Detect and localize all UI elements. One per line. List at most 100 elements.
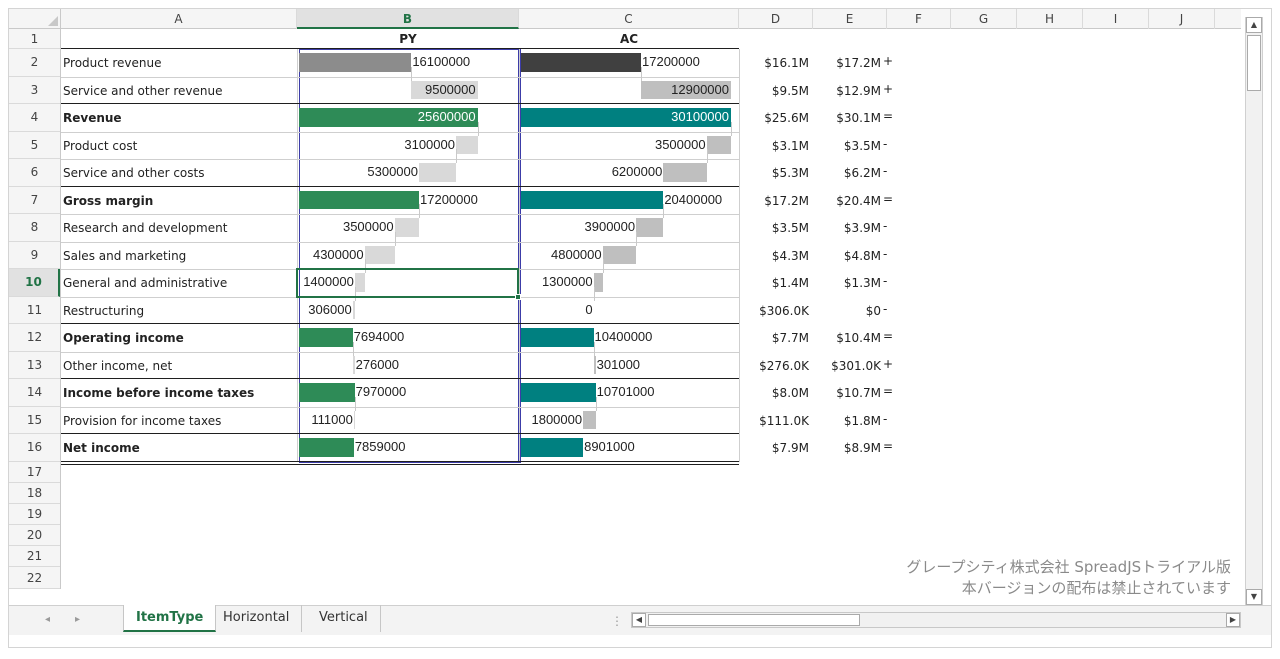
py-value-row-8[interactable]: 3500000 [342, 219, 394, 234]
py-formatted-row-5[interactable]: $3.1M [771, 138, 809, 153]
sheet-tab-itemtype[interactable]: ItemType [123, 605, 217, 632]
row-header-10[interactable]: 10 [9, 269, 60, 297]
row-header-21[interactable]: 21 [9, 546, 60, 568]
row-header-1[interactable]: 1 [9, 29, 60, 49]
ac-value-row-15[interactable]: 1800000 [531, 411, 583, 427]
tab-prev-icon[interactable]: ◂ [45, 614, 51, 625]
py-value-row-6[interactable]: 5300000 [367, 164, 418, 179]
ac-value-row-10[interactable]: 1300000 [541, 274, 593, 289]
column-header-g[interactable]: G [951, 9, 1017, 29]
row-header-18[interactable]: 18 [9, 483, 60, 504]
ac-formatted-row-16[interactable]: $8.9M [843, 441, 881, 455]
ac-formatted-row-9[interactable]: $4.8M [843, 248, 881, 263]
py-formatted-row-12[interactable]: $7.7M [771, 331, 809, 345]
ac-value-row-14[interactable]: 10701000 [596, 384, 655, 399]
ac-value-row-13[interactable]: 301000 [596, 356, 641, 372]
py-formatted-row-11[interactable]: $306.0K [759, 303, 809, 318]
py-value-row-7[interactable]: 17200000 [420, 191, 478, 207]
row-label-9[interactable]: Sales and marketing [63, 248, 187, 263]
row-header-16[interactable]: 16 [9, 434, 60, 462]
row-label-6[interactable]: Service and other costs [63, 166, 205, 180]
py-formatted-row-16[interactable]: $7.9M [771, 441, 809, 455]
row-label-4[interactable]: Revenue [63, 111, 122, 125]
py-formatted-row-14[interactable]: $8.0M [771, 386, 809, 400]
py-value-row-11[interactable]: 306000 [308, 301, 352, 317]
tab-next-icon[interactable]: ▸ [75, 614, 81, 625]
ac-formatted-row-7[interactable]: $20.4M [836, 193, 881, 208]
row-header-2[interactable]: 2 [9, 49, 60, 77]
py-value-row-15[interactable]: 111000 [311, 411, 353, 427]
horizontal-scroll-thumb[interactable] [648, 614, 860, 626]
py-value-row-13[interactable]: 276000 [355, 356, 399, 372]
ac-formatted-row-6[interactable]: $6.2M [843, 166, 881, 180]
vertical-scroll-thumb[interactable] [1247, 35, 1261, 91]
column-header-h[interactable]: H [1017, 9, 1083, 29]
sheet-tab-horizontal[interactable]: Horizontal [211, 605, 303, 632]
py-formatted-row-6[interactable]: $5.3M [771, 166, 809, 180]
ac-formatted-row-13[interactable]: $301.0K [831, 358, 881, 373]
ac-formatted-row-11[interactable]: $0 [865, 303, 881, 318]
select-all-corner[interactable] [9, 9, 61, 29]
row-header-14[interactable]: 14 [9, 379, 60, 407]
row-header-20[interactable]: 20 [9, 525, 60, 547]
row-header-22[interactable]: 22 [9, 568, 60, 589]
py-formatted-row-7[interactable]: $17.2M [764, 193, 809, 208]
row-header-7[interactable]: 7 [9, 187, 60, 214]
py-value-row-16[interactable]: 7859000 [354, 439, 406, 454]
row-label-2[interactable]: Product revenue [63, 56, 162, 70]
row-label-13[interactable]: Other income, net [63, 358, 173, 373]
column-header-e[interactable]: E [813, 9, 887, 29]
ac-value-row-2[interactable]: 17200000 [642, 54, 700, 69]
ac-value-row-7[interactable]: 20400000 [664, 191, 723, 207]
row-label-14[interactable]: Income before income taxes [63, 386, 255, 400]
ac-formatted-row-2[interactable]: $17.2M [836, 56, 881, 70]
row-label-11[interactable]: Restructuring [63, 303, 145, 318]
ac-value-row-3[interactable]: 12900000 [671, 81, 729, 97]
column-header-d[interactable]: D [739, 9, 813, 29]
column-header-f[interactable]: F [887, 9, 951, 29]
row-label-16[interactable]: Net income [63, 441, 140, 455]
ac-value-row-9[interactable]: 4800000 [551, 246, 602, 262]
column-header-c[interactable]: C [519, 9, 739, 29]
py-formatted-row-9[interactable]: $4.3M [771, 248, 809, 263]
ac-value-row-16[interactable]: 8901000 [584, 439, 635, 454]
scroll-right-icon[interactable]: ▶ [1226, 613, 1240, 627]
header-ac-label[interactable]: AC [619, 32, 639, 46]
py-value-row-5[interactable]: 3100000 [404, 136, 455, 152]
column-header-a[interactable]: A [61, 9, 297, 29]
ac-formatted-row-14[interactable]: $10.7M [836, 386, 881, 400]
ac-formatted-row-5[interactable]: $3.5M [843, 138, 881, 153]
ac-value-row-6[interactable]: 6200000 [611, 164, 663, 179]
column-header-j[interactable]: J [1149, 9, 1215, 29]
py-value-row-3[interactable]: 9500000 [424, 81, 476, 97]
py-formatted-row-4[interactable]: $25.6M [764, 111, 809, 125]
py-formatted-row-10[interactable]: $1.4M [771, 276, 809, 290]
scroll-up-icon[interactable]: ▲ [1246, 17, 1262, 33]
py-formatted-row-3[interactable]: $9.5M [771, 83, 809, 98]
row-header-8[interactable]: 8 [9, 214, 60, 242]
row-header-12[interactable]: 12 [9, 324, 60, 352]
ac-formatted-row-10[interactable]: $1.3M [843, 276, 881, 290]
ac-formatted-row-3[interactable]: $12.9M [836, 83, 881, 98]
tab-splitter-icon[interactable]: ⋮ [611, 614, 623, 628]
row-label-15[interactable]: Provision for income taxes [63, 413, 222, 428]
py-value-row-14[interactable]: 7970000 [355, 384, 407, 399]
py-formatted-row-15[interactable]: $111.0K [759, 413, 809, 428]
column-header-i[interactable]: I [1083, 9, 1149, 29]
horizontal-scrollbar[interactable]: ◀ ▶ [631, 612, 1241, 628]
row-label-8[interactable]: Research and development [63, 221, 228, 235]
row-header-5[interactable]: 5 [9, 132, 60, 159]
row-header-13[interactable]: 13 [9, 352, 60, 379]
ac-value-row-8[interactable]: 3900000 [584, 219, 636, 234]
py-value-row-12[interactable]: 7694000 [353, 329, 405, 344]
row-label-5[interactable]: Product cost [63, 138, 138, 153]
scroll-left-icon[interactable]: ◀ [632, 613, 646, 627]
row-header-6[interactable]: 6 [9, 159, 60, 187]
row-label-10[interactable]: General and administrative [63, 276, 228, 290]
row-header-19[interactable]: 19 [9, 504, 60, 526]
ac-formatted-row-8[interactable]: $3.9M [843, 221, 881, 235]
py-value-row-2[interactable]: 16100000 [412, 54, 471, 69]
column-header-b[interactable]: B [297, 9, 519, 29]
ac-formatted-row-12[interactable]: $10.4M [836, 331, 881, 345]
sheet-tab-vertical[interactable]: Vertical [307, 605, 381, 632]
